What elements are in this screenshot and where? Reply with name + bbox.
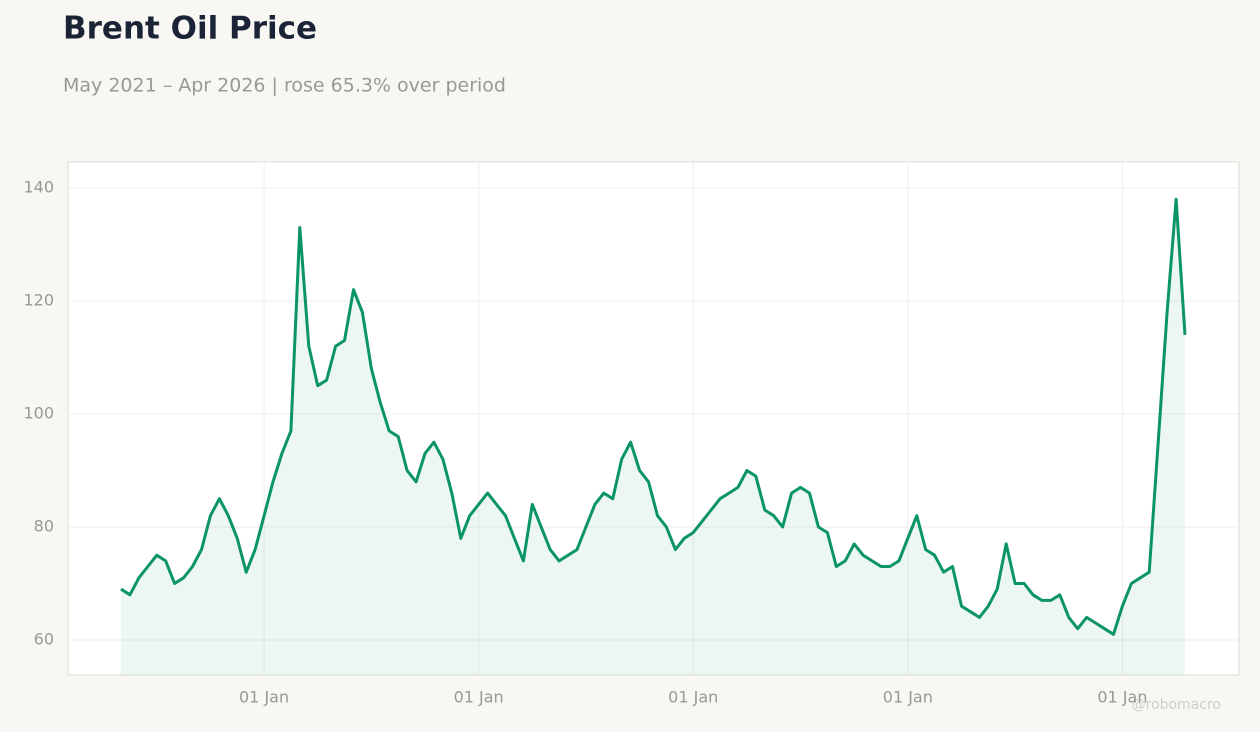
area-fill [121,199,1185,676]
chart-subtitle: May 2021 – Apr 2026 | rose 65.3% over pe… [63,75,506,97]
line [120,197,1187,636]
x-tick-label: 01 Jan [239,688,289,707]
x-tick-label: 01 Jan [1097,688,1147,707]
y-tick-label: 80 [34,516,54,535]
watermark: @robomacro [1132,697,1221,713]
x-tick-label: 01 Jan [454,688,504,707]
x-tick-label: 01 Jan [883,688,933,707]
x-tick-label: 01 Jan [668,688,718,707]
y-tick-label: 140 [23,177,54,196]
y-tick-label: 120 [23,290,54,309]
chart-title: Brent Oil Price [63,11,317,47]
y-tick-label: 100 [23,403,54,422]
plot-area [67,161,1240,676]
y-tick-label: 60 [34,629,54,648]
